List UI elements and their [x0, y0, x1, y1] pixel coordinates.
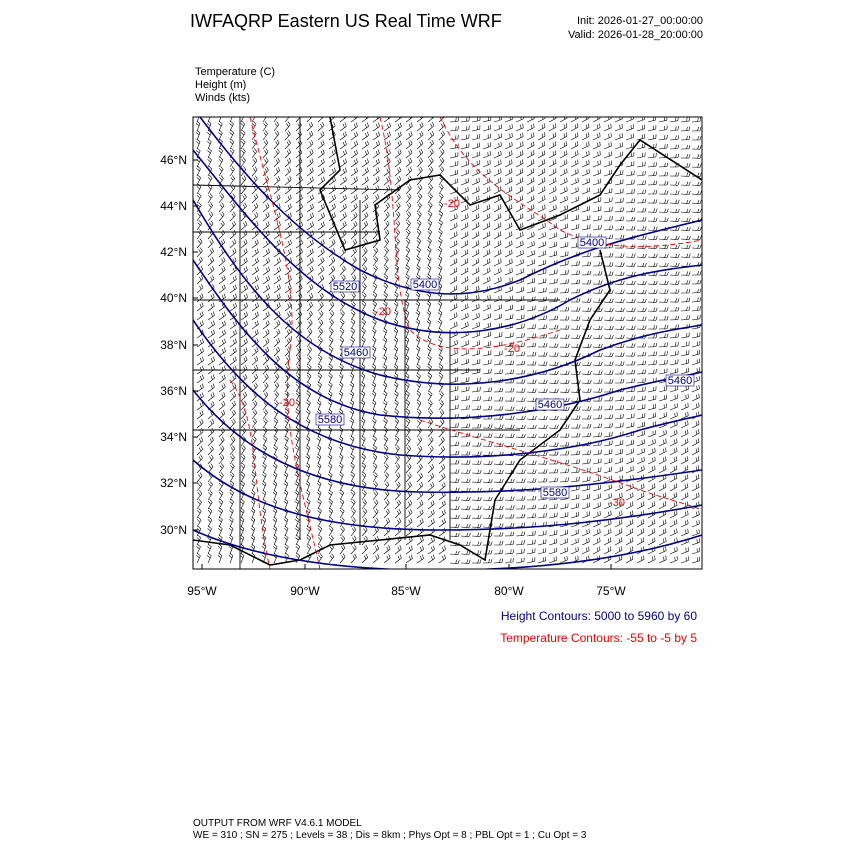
wind-barbs: [195, 117, 702, 564]
height-label-box: [341, 346, 371, 359]
lat-label: 38°N: [160, 338, 187, 352]
lat-label: 30°N: [160, 523, 187, 537]
coastline: [193, 117, 702, 566]
lon-label: 95°W: [187, 584, 217, 598]
lat-label: 40°N: [160, 291, 187, 305]
height-label: 5460: [538, 399, 562, 411]
lat-label: 36°N: [160, 384, 187, 398]
lon-label: 85°W: [391, 584, 421, 598]
height-contour-info: Height Contours: 5000 to 5960 by 60: [501, 609, 697, 623]
height-contours: [193, 117, 702, 569]
height-label-box: [535, 398, 565, 411]
height-label-box: [410, 278, 440, 291]
lat-label: 46°N: [160, 153, 187, 167]
footer-line: OUTPUT FROM WRF V4.6.1 MODEL: [193, 818, 362, 829]
temperature-label: -20: [504, 343, 520, 355]
height-label: 5580: [318, 414, 342, 426]
map-frame: [192, 116, 703, 570]
temperature-label: -20: [279, 397, 295, 409]
height-label-box: [315, 413, 345, 426]
field-label: Height (m): [195, 79, 246, 91]
temperature-label: -20: [375, 306, 391, 318]
temperature-label: -20: [444, 198, 460, 210]
height-label-box: [577, 236, 607, 249]
temperature-contour-info: Temperature Contours: -55 to -5 by 5: [500, 631, 697, 645]
lat-label: 32°N: [160, 476, 187, 490]
height-label: 5580: [543, 487, 567, 499]
height-label: 5400: [413, 279, 437, 291]
lon-label: 80°W: [494, 584, 524, 598]
lat-label: 34°N: [160, 430, 187, 444]
height-label: 5400: [580, 237, 604, 249]
map-plot: 5520 5400 5460 5580 5460 5400 5580 5460 -30 -20 -2…: [193, 117, 702, 569]
height-label: 5520: [333, 281, 357, 293]
valid-time: Valid: 2026-01-28_20:00:00: [568, 29, 703, 41]
field-label: Winds (kts): [195, 92, 250, 104]
height-label-box: [330, 280, 360, 293]
field-label: Temperature (C): [195, 66, 275, 78]
lat-label: 42°N: [160, 245, 187, 259]
temperature-contours: [229, 117, 702, 569]
height-label: 5460: [668, 375, 692, 387]
footer-line: WE = 310 ; SN = 275 ; Levels = 38 ; Dis …: [193, 830, 587, 841]
init-time: Init: 2026-01-27_00:00:00: [577, 15, 703, 27]
lon-label: 75°W: [596, 584, 626, 598]
height-label-box: [665, 374, 695, 387]
state-borders: [193, 117, 560, 569]
lat-label: 44°N: [160, 199, 187, 213]
lon-label: 90°W: [290, 584, 320, 598]
height-label: 5460: [344, 347, 368, 359]
temperature-label: -30: [609, 497, 625, 509]
title: IWFAQRP Eastern US Real Time WRF: [190, 11, 502, 31]
height-label-box: [540, 486, 570, 499]
